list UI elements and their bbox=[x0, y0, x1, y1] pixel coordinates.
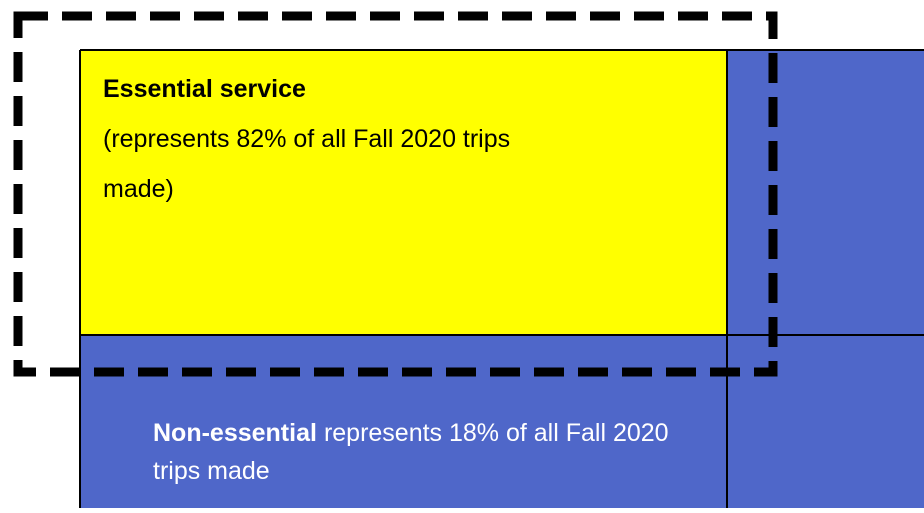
non-essential-description: trips made bbox=[153, 457, 270, 485]
highlight-box bbox=[13, 11, 778, 377]
essential-description: (represents 82% of all Fall 2020 trips bbox=[103, 125, 510, 153]
non-essential-description: represents 18% of all Fall 2020 bbox=[324, 419, 669, 447]
essential-title: Essential service bbox=[103, 75, 306, 103]
essential-area bbox=[80, 50, 727, 335]
non-essential-title: Non-essential bbox=[153, 419, 317, 447]
non-essential-line: Non-essential represents 18% of all Fall … bbox=[153, 419, 669, 447]
essential-description: made) bbox=[103, 175, 174, 203]
